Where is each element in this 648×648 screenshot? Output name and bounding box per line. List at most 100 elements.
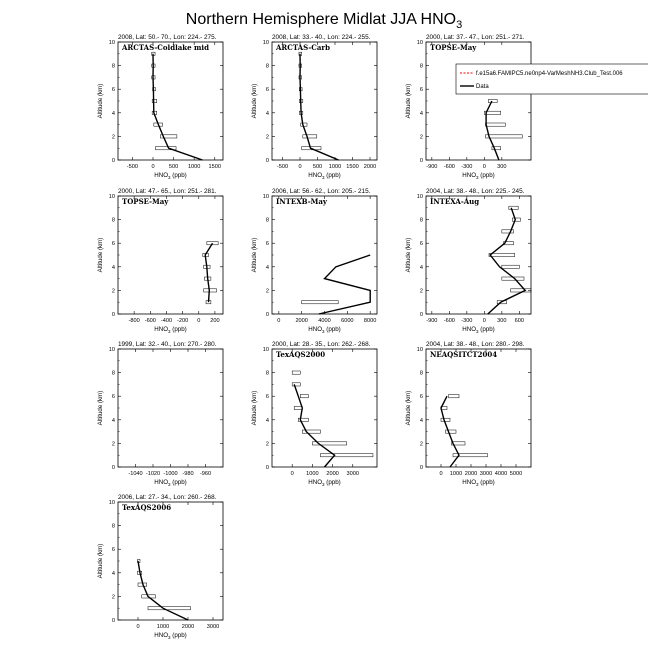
plot-frame <box>117 41 224 161</box>
panel-header: 2004, Lat: 38.- 48., Lon: 280.- 298. <box>426 341 525 348</box>
x-tick-label: 3000 <box>207 624 219 630</box>
y-tick-label: 2 <box>266 288 269 294</box>
y-axis-label: Altitude (km) <box>251 391 258 426</box>
y-tick-label: 10 <box>417 347 423 353</box>
y-tick-label: 2 <box>420 288 423 294</box>
data-range-box <box>510 288 532 293</box>
x-axis-label-main: HNO <box>308 172 322 179</box>
legend-data-label: Data <box>476 84 489 90</box>
x-axis-label-sub: 3 <box>168 175 171 180</box>
x-tick-label: 2000 <box>326 471 338 477</box>
legend-box <box>455 63 648 95</box>
x-axis-label-sub: 3 <box>168 482 171 487</box>
plot-frame <box>271 41 378 161</box>
data-range-box <box>291 382 301 387</box>
x-axis-label-main: HNO <box>154 479 168 486</box>
y-tick-label: 8 <box>420 218 423 224</box>
y-tick-label: 6 <box>112 394 115 400</box>
data-range-box <box>291 370 301 375</box>
x-tick-label: 500 <box>169 164 178 170</box>
x-tick-label: 0 <box>483 318 486 324</box>
x-tick-label: -1040 <box>128 471 142 477</box>
x-tick-label: 1000 <box>157 624 169 630</box>
y-tick-label: 6 <box>112 241 115 247</box>
y-tick-label: 10 <box>109 500 115 506</box>
panel-8: 2000, Lat: 28.- 35., Lon: 262.- 268. TexA… <box>251 341 378 487</box>
data-profile-line <box>152 53 203 161</box>
y-tick-label: 4 <box>112 571 115 577</box>
x-tick-label: 0 <box>439 471 442 477</box>
y-tick-label: 0 <box>112 312 115 318</box>
y-tick-label: 4 <box>266 265 269 271</box>
x-tick-label: -980 <box>182 471 193 477</box>
x-tick-label: 4000 <box>318 318 330 324</box>
x-axis-label-unit: (ppb) <box>171 172 187 179</box>
x-tick-label: 0 <box>291 471 294 477</box>
y-tick-label: 4 <box>420 418 423 424</box>
y-tick-label: 2 <box>420 441 423 447</box>
panel-label: NEAQSITCT2004 <box>430 350 497 359</box>
panel-header: 2000, Lat: 47.- 65., Lon: 251.- 281. <box>118 188 217 195</box>
x-tick-label: -300 <box>461 164 472 170</box>
panel-3: 2000, Lat: 37.- 47., Lon: 251.- 271. TOPS… <box>405 34 648 180</box>
y-tick-label: 0 <box>112 465 115 471</box>
y-tick-label: 0 <box>266 312 269 318</box>
y-axis-label: Altitude (km) <box>405 84 412 119</box>
data-range-box <box>298 417 309 422</box>
y-tick-label: 6 <box>266 87 269 93</box>
x-tick-label: 4000 <box>495 471 507 477</box>
data-range-box <box>508 205 519 210</box>
x-tick-label: 0 <box>197 318 200 324</box>
y-axis-label: Altitude (km) <box>405 391 412 426</box>
y-tick-label: 6 <box>420 394 423 400</box>
data-range-box <box>485 134 523 139</box>
data-range-box <box>488 99 498 103</box>
y-tick-label: 10 <box>263 347 269 353</box>
data-range-box <box>300 394 309 399</box>
x-axis-label-sub: 3 <box>168 635 171 640</box>
data-range-box <box>203 288 217 293</box>
panel-grid: 2008, Lat: 50.- 70., Lon: 224.- 275. ARCT… <box>97 34 648 640</box>
x-tick-label: -500 <box>127 164 138 170</box>
data-range-box <box>293 406 303 410</box>
y-tick-label: 6 <box>420 241 423 247</box>
x-axis-label-sub: 3 <box>168 329 171 334</box>
data-profile-line <box>299 53 339 161</box>
x-axis-label: HNO3 (ppb) <box>154 479 186 487</box>
data-range-box <box>301 300 339 305</box>
x-axis-label: HNO3 (ppb) <box>154 632 186 640</box>
x-tick-label: -600 <box>444 164 455 170</box>
panel-header: 2000, Lat: 28.- 35., Lon: 262.- 268. <box>272 341 371 348</box>
data-range-box <box>301 146 322 151</box>
panel-header: 2008, Lat: 33.- 40., Lon: 224.- 255. <box>272 34 371 41</box>
x-tick-label: -1020 <box>146 471 160 477</box>
x-tick-label: 2000 <box>295 318 307 324</box>
plot-frame <box>425 41 532 161</box>
data-range-box <box>155 146 177 151</box>
y-tick-label: 0 <box>266 465 269 471</box>
x-tick-label: -1000 <box>163 471 177 477</box>
data-range-box <box>320 453 374 458</box>
panel-header: 2008, Lat: 50.- 70., Lon: 224.- 275. <box>118 34 217 41</box>
y-tick-label: 8 <box>266 218 269 224</box>
panel-label: TexAQS2000 <box>276 350 325 359</box>
y-axis-label: Altitude (km) <box>251 238 258 273</box>
y-tick-label: 0 <box>420 312 423 318</box>
x-axis-label: HNO3 (ppb) <box>154 172 186 180</box>
x-axis-label-main: HNO <box>308 479 322 486</box>
x-axis-label-main: HNO <box>308 326 322 333</box>
plot-frame <box>117 501 224 621</box>
data-range-box <box>302 429 321 434</box>
x-axis-label-unit: (ppb) <box>171 326 187 333</box>
x-axis-label: HNO3 (ppb) <box>154 326 186 334</box>
x-tick-label: 0 <box>136 624 139 630</box>
x-tick-label: -960 <box>200 471 211 477</box>
data-profile-line <box>204 242 214 303</box>
y-tick-label: 8 <box>112 64 115 70</box>
y-tick-label: 0 <box>112 158 115 164</box>
panel-10: 2006, Lat: 27.- 34., Lon: 260.- 268. TexA… <box>97 494 224 640</box>
x-tick-label: 3000 <box>347 471 359 477</box>
plot-frame <box>425 195 532 315</box>
x-axis-label-main: HNO <box>154 632 168 639</box>
data-range-box <box>160 134 178 139</box>
